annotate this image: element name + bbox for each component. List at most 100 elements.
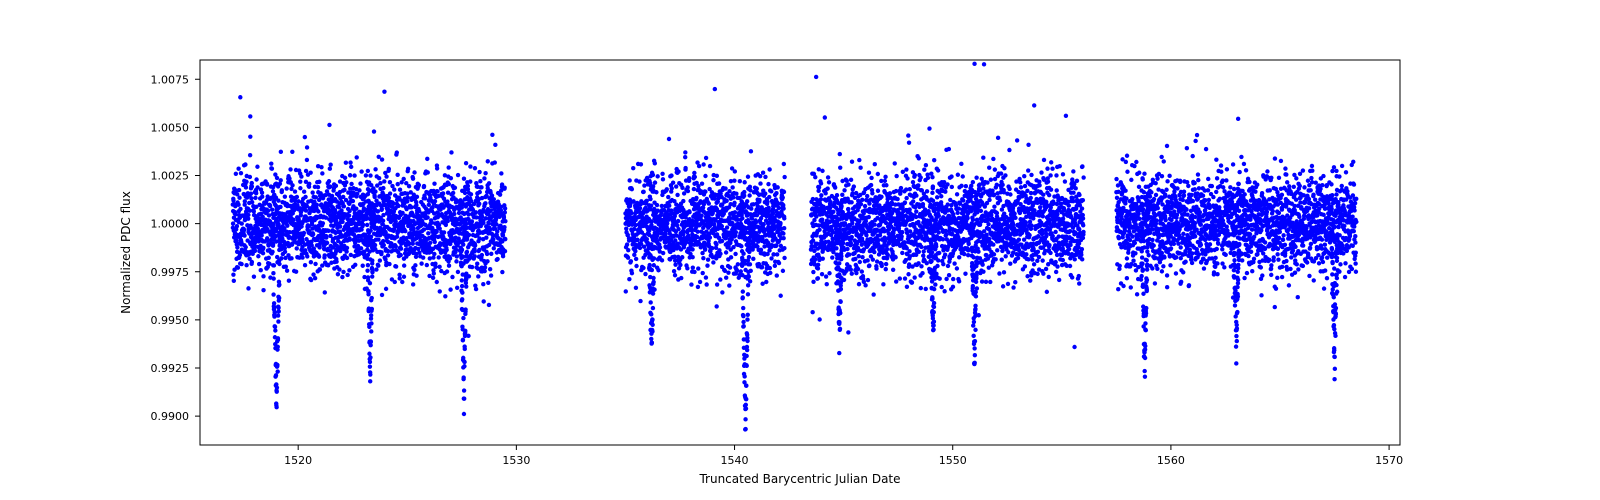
- data-point: [411, 282, 415, 286]
- data-point: [834, 246, 838, 250]
- data-point: [460, 278, 464, 282]
- data-point: [634, 286, 638, 290]
- y-tick-label: 0.9900: [151, 410, 190, 423]
- data-point: [650, 317, 654, 321]
- data-point: [728, 265, 732, 269]
- data-point: [370, 258, 374, 262]
- data-point: [824, 274, 828, 278]
- data-point: [394, 244, 398, 248]
- data-point: [672, 269, 676, 273]
- data-point: [817, 317, 821, 321]
- data-point: [372, 129, 376, 133]
- data-point: [276, 345, 280, 349]
- data-point: [827, 180, 831, 184]
- data-point: [493, 143, 497, 147]
- y-tick-label: 1.0000: [151, 218, 190, 231]
- data-point: [643, 272, 647, 276]
- data-point: [261, 274, 265, 278]
- data-point: [348, 160, 352, 164]
- data-point: [782, 175, 786, 179]
- data-point: [398, 188, 402, 192]
- data-point: [838, 300, 842, 304]
- data-point: [689, 282, 693, 286]
- data-point: [491, 237, 495, 241]
- data-point: [782, 162, 786, 166]
- data-point: [275, 389, 279, 393]
- data-point: [276, 313, 280, 317]
- data-point: [759, 248, 763, 252]
- data-point: [893, 161, 897, 165]
- data-point: [905, 176, 909, 180]
- data-point: [661, 177, 665, 181]
- data-point: [867, 171, 871, 175]
- data-point: [425, 263, 429, 267]
- data-point: [342, 188, 346, 192]
- data-point: [863, 204, 867, 208]
- data-point: [745, 348, 749, 352]
- data-point: [661, 251, 665, 255]
- data-point: [775, 185, 779, 189]
- data-point: [422, 184, 426, 188]
- data-point: [503, 237, 507, 241]
- data-point: [478, 190, 482, 194]
- data-point: [326, 229, 330, 233]
- data-point: [401, 177, 405, 181]
- data-point: [649, 337, 653, 341]
- data-point: [384, 174, 388, 178]
- data-point: [437, 265, 441, 269]
- data-point: [645, 199, 649, 203]
- data-point: [857, 158, 861, 162]
- data-point: [288, 167, 292, 171]
- data-point: [271, 271, 275, 275]
- data-point: [303, 263, 307, 267]
- data-point: [476, 274, 480, 278]
- x-tick-label: 1570: [1375, 454, 1403, 467]
- data-point: [666, 195, 670, 199]
- data-point: [398, 276, 402, 280]
- data-point: [781, 206, 785, 210]
- data-point: [319, 165, 323, 169]
- data-point: [316, 209, 320, 213]
- data-point: [708, 235, 712, 239]
- data-point: [857, 282, 861, 286]
- data-point: [343, 176, 347, 180]
- data-point: [840, 193, 844, 197]
- data-point: [473, 243, 477, 247]
- data-point: [272, 301, 276, 305]
- data-point: [768, 266, 772, 270]
- data-point: [918, 175, 922, 179]
- data-point: [317, 245, 321, 249]
- data-point: [931, 323, 935, 327]
- data-point: [766, 182, 770, 186]
- data-point: [369, 313, 373, 317]
- data-point: [387, 262, 391, 266]
- data-point: [454, 259, 458, 263]
- data-point: [908, 229, 912, 233]
- data-point: [417, 183, 421, 187]
- data-point: [919, 264, 923, 268]
- data-point: [899, 186, 903, 190]
- data-point: [435, 166, 439, 170]
- data-point: [395, 173, 399, 177]
- data-point: [411, 176, 415, 180]
- data-point: [747, 193, 751, 197]
- data-point: [290, 183, 294, 187]
- data-point: [492, 197, 496, 201]
- data-point: [817, 185, 821, 189]
- y-tick-label: 0.9925: [151, 362, 190, 375]
- data-point: [758, 181, 762, 185]
- data-point: [782, 256, 786, 260]
- data-point: [720, 290, 724, 294]
- data-point: [448, 256, 452, 260]
- data-point: [867, 263, 871, 267]
- data-point: [460, 284, 464, 288]
- chart-svg: 1520153015401550156015700.99000.99250.99…: [0, 0, 1600, 500]
- data-point: [242, 228, 246, 232]
- data-point: [423, 196, 427, 200]
- data-point: [462, 388, 466, 392]
- data-point: [490, 193, 494, 197]
- data-point: [845, 247, 849, 251]
- data-point: [850, 221, 854, 225]
- data-point: [701, 271, 705, 275]
- data-point: [502, 185, 506, 189]
